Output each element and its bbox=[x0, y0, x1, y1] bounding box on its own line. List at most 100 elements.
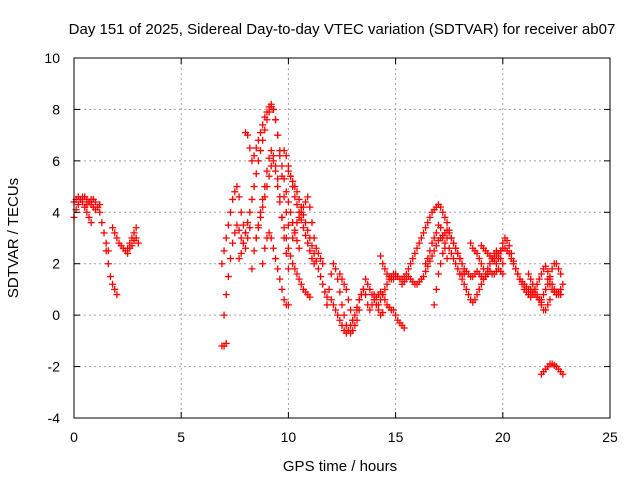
data-point bbox=[419, 229, 427, 237]
data-point bbox=[325, 285, 333, 293]
data-point bbox=[293, 237, 301, 245]
data-point bbox=[218, 260, 226, 268]
data-point bbox=[415, 239, 423, 247]
y-tick-label: 2 bbox=[52, 256, 60, 272]
data-point bbox=[269, 244, 277, 252]
data-point bbox=[540, 291, 548, 299]
data-point bbox=[94, 203, 102, 211]
data-point bbox=[527, 275, 535, 283]
data-point bbox=[231, 229, 239, 237]
data-point bbox=[499, 260, 507, 268]
data-point bbox=[503, 237, 511, 245]
data-series-arc-30 bbox=[456, 265, 507, 283]
data-series-arc-11 bbox=[242, 100, 303, 252]
data-point bbox=[276, 198, 284, 206]
data-point bbox=[329, 260, 337, 268]
data-point bbox=[317, 255, 325, 263]
data-point bbox=[544, 267, 552, 275]
data-point bbox=[552, 260, 560, 268]
data-point bbox=[222, 339, 230, 347]
data-point bbox=[246, 208, 254, 216]
data-point bbox=[355, 296, 363, 304]
data-point bbox=[338, 275, 346, 283]
data-point bbox=[542, 285, 550, 293]
data-point bbox=[389, 306, 397, 314]
data-point bbox=[244, 234, 252, 242]
data-point bbox=[482, 270, 490, 278]
data-series-arc-25 bbox=[377, 252, 400, 283]
x-tick-label: 5 bbox=[177, 429, 185, 445]
data-point bbox=[377, 296, 385, 304]
data-point bbox=[293, 270, 301, 278]
data-point bbox=[317, 273, 325, 281]
data-point bbox=[467, 239, 475, 247]
grid-lines bbox=[74, 58, 610, 418]
data-point bbox=[304, 193, 312, 201]
data-series-arc-9 bbox=[218, 183, 254, 268]
data-point bbox=[83, 208, 91, 216]
data-point bbox=[366, 306, 374, 314]
data-point bbox=[272, 255, 280, 263]
data-point bbox=[332, 265, 340, 273]
axis-ticks bbox=[73, 57, 611, 419]
data-point bbox=[291, 183, 299, 191]
data-point bbox=[445, 229, 453, 237]
data-point bbox=[473, 249, 481, 257]
data-point bbox=[276, 275, 284, 283]
data-point bbox=[319, 280, 327, 288]
data-point bbox=[244, 219, 252, 227]
data-point bbox=[424, 255, 432, 263]
data-point bbox=[267, 100, 275, 108]
data-point bbox=[439, 249, 447, 257]
data-point bbox=[507, 255, 515, 263]
data-point bbox=[295, 244, 303, 252]
data-point bbox=[347, 306, 355, 314]
data-point bbox=[462, 285, 470, 293]
data-point bbox=[321, 288, 329, 296]
data-point bbox=[374, 301, 382, 309]
data-point bbox=[274, 265, 282, 273]
data-point bbox=[525, 270, 533, 278]
data-point bbox=[452, 260, 460, 268]
data-point bbox=[96, 208, 104, 216]
data-point bbox=[252, 144, 260, 152]
data-point bbox=[510, 260, 518, 268]
data-point bbox=[512, 265, 520, 273]
data-point bbox=[220, 311, 228, 319]
data-point bbox=[280, 296, 288, 304]
data-point bbox=[557, 270, 565, 278]
data-point bbox=[267, 147, 275, 155]
data-point bbox=[422, 260, 430, 268]
data-point bbox=[486, 260, 494, 268]
data-point bbox=[351, 321, 359, 329]
data-point bbox=[282, 152, 290, 160]
data-point bbox=[222, 291, 230, 299]
data-point bbox=[426, 213, 434, 221]
data-point bbox=[98, 219, 106, 227]
data-series-arc-5 bbox=[109, 224, 142, 255]
data-point bbox=[432, 229, 440, 237]
data-series-arc-28 bbox=[430, 234, 451, 309]
data-marks bbox=[70, 100, 567, 378]
data-point bbox=[282, 188, 290, 196]
data-point bbox=[428, 252, 436, 260]
data-point bbox=[419, 273, 427, 281]
data-point bbox=[272, 116, 280, 124]
data-point bbox=[409, 255, 417, 263]
data-point bbox=[422, 267, 430, 275]
data-point bbox=[246, 224, 254, 232]
data-point bbox=[111, 229, 119, 237]
data-point bbox=[353, 306, 361, 314]
data-point bbox=[291, 193, 299, 201]
y-tick-label: 4 bbox=[52, 204, 60, 220]
data-point bbox=[368, 291, 376, 299]
data-point bbox=[546, 280, 554, 288]
data-point bbox=[248, 157, 256, 165]
data-point bbox=[336, 316, 344, 324]
data-point bbox=[293, 219, 301, 227]
data-point bbox=[537, 270, 545, 278]
data-point bbox=[424, 219, 432, 227]
data-point bbox=[261, 113, 269, 121]
data-point bbox=[254, 157, 262, 165]
data-point bbox=[441, 239, 449, 247]
